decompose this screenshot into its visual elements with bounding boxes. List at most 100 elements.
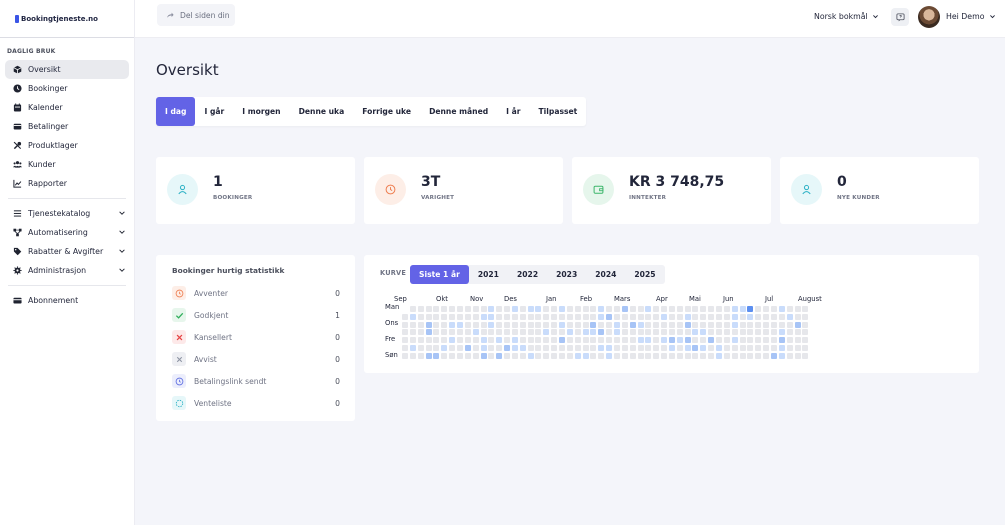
heatmap-cell: [629, 352, 636, 359]
page-title: Oversikt: [156, 61, 219, 79]
heatmap-cell: [590, 321, 597, 328]
heatmap-cell: [527, 321, 534, 328]
heatmap-cell: [527, 313, 534, 320]
sidebar-item-kalender[interactable]: Kalender: [5, 98, 129, 117]
heatmap-cell: [684, 337, 691, 344]
heatmap-cell: [778, 321, 785, 328]
quick-stat-label: Betalingslink sendt: [194, 376, 267, 386]
heatmap-cell: [464, 352, 471, 359]
year-tab-2022[interactable]: 2022: [516, 270, 539, 279]
heatmap-cell: [770, 321, 777, 328]
year-tab-2024[interactable]: 2024: [595, 270, 617, 279]
quick-stat-value: 0: [335, 354, 340, 364]
heatmap-cell: [739, 352, 746, 359]
heatmap-cell: [637, 352, 644, 359]
tab-i-gar[interactable]: I går: [204, 107, 225, 116]
heatmap-cell: [606, 337, 613, 344]
heatmap-cell: [551, 352, 558, 359]
heatmap-cell: [668, 337, 675, 344]
heatmap-cell: [613, 352, 620, 359]
heatmap-cell: [464, 321, 471, 328]
heatmap-cell: [786, 313, 793, 320]
heatmap-cell: [425, 345, 432, 351]
heatmap-cell: [700, 345, 707, 351]
avatar[interactable]: [918, 6, 940, 28]
heatmap-cell: [708, 345, 715, 351]
heatmap-cell: [716, 306, 722, 312]
chevron-down-icon: [118, 266, 126, 276]
sidebar-group-label: Automatisering: [28, 228, 88, 237]
x-icon: [172, 352, 186, 366]
heatmap-cell: [731, 321, 738, 328]
tab-i-ar[interactable]: I år: [506, 107, 521, 116]
quick-stats-title: Bookinger hurtig statistikk: [172, 266, 285, 275]
user-menu[interactable]: Hei Demo: [946, 12, 996, 21]
tab-denne-maned[interactable]: Denne måned: [429, 107, 489, 116]
heatmap-cell: [582, 345, 589, 351]
heatmap-cell: [755, 329, 762, 336]
user-icon: [791, 174, 822, 205]
heatmap-cell: [402, 329, 408, 336]
quick-stat-label: Kansellert: [194, 332, 232, 342]
heatmap-cell: [692, 345, 699, 351]
heatmap-cell: [708, 313, 715, 320]
heatmap-cell: [653, 306, 660, 312]
heatmap-cell: [472, 321, 479, 328]
heatmap-cell: [747, 313, 754, 320]
heatmap-cell: [472, 345, 479, 351]
heatmap-cell: [653, 337, 660, 344]
sidebar-item-label: Kunder: [28, 160, 56, 169]
sidebar-item-rapporter[interactable]: Rapporter: [5, 174, 129, 193]
heatmap-cell: [802, 321, 809, 328]
support-button[interactable]: [891, 8, 909, 26]
sidebar-item-oversikt[interactable]: Oversikt: [5, 60, 129, 79]
heatmap-cell: [441, 352, 448, 359]
year-tab-2023[interactable]: 2023: [556, 270, 578, 279]
tab-tilpasset[interactable]: Tilpasset: [538, 107, 578, 116]
brand[interactable]: Bookingtjeneste.no: [0, 0, 134, 38]
heatmap-cell: [441, 345, 448, 351]
heatmap-cell: [692, 321, 699, 328]
heatmap-cell: [559, 352, 565, 359]
sidebar-group-tjenestekatalog[interactable]: Tjenestekatalog: [5, 204, 129, 223]
month-label: August: [798, 295, 822, 303]
heatmap-cell: [763, 345, 770, 351]
heatmap-cell: [723, 306, 730, 312]
year-tab-2025[interactable]: 2025: [634, 270, 656, 279]
heatmap-cell: [786, 337, 793, 344]
heatmap-cell: [700, 329, 707, 336]
sidebar-group-administrasjon[interactable]: Administrasjon: [5, 261, 129, 280]
heatmap-cell: [794, 337, 801, 344]
month-label: Des: [504, 295, 517, 303]
quick-stat-label: Godkjent: [194, 310, 229, 320]
heatmap-cell: [629, 321, 636, 328]
tab-forrige-uke[interactable]: Forrige uke: [362, 107, 412, 116]
language-select[interactable]: Norsk bokmål: [814, 12, 879, 21]
share-page-button[interactable]: Del siden din: [157, 4, 235, 26]
sidebar-item-bookinger[interactable]: Bookinger: [5, 79, 129, 98]
sidebar-group-automatisering[interactable]: Automatisering: [5, 223, 129, 242]
heatmap-cell: [739, 306, 746, 312]
tab-denne-uka[interactable]: Denne uka: [298, 107, 345, 116]
sidebar-item-kunder[interactable]: Kunder: [5, 155, 129, 174]
tab-i-morgen[interactable]: I morgen: [242, 107, 281, 116]
heatmap-cell: [519, 306, 526, 312]
sidebar-group-rabatter[interactable]: Rabatter & Avgifter: [5, 242, 129, 261]
heatmap-cell: [645, 313, 652, 320]
heatmap-cell: [480, 321, 487, 328]
chevron-down-icon: [872, 15, 878, 19]
year-tab-2021[interactable]: 2021: [477, 270, 499, 279]
sidebar-item-produktlager[interactable]: Produktlager: [5, 136, 129, 155]
wallet-icon: [13, 122, 22, 131]
sidebar-divider: [8, 285, 126, 286]
share-page-label: Del siden din: [180, 10, 230, 20]
heatmap-cell: [519, 321, 526, 328]
tab-i-dag[interactable]: I dag: [156, 97, 196, 126]
chevron-down-icon: [118, 228, 126, 238]
heatmap-cell: [778, 345, 785, 351]
sidebar-item-abonnement[interactable]: Abonnement: [5, 291, 129, 310]
sidebar-item-betalinger[interactable]: Betalinger: [5, 117, 129, 136]
heatmap-cell: [472, 306, 479, 312]
year-tab-last-year[interactable]: Siste 1 år: [410, 265, 469, 284]
heatmap-cell: [731, 313, 738, 320]
